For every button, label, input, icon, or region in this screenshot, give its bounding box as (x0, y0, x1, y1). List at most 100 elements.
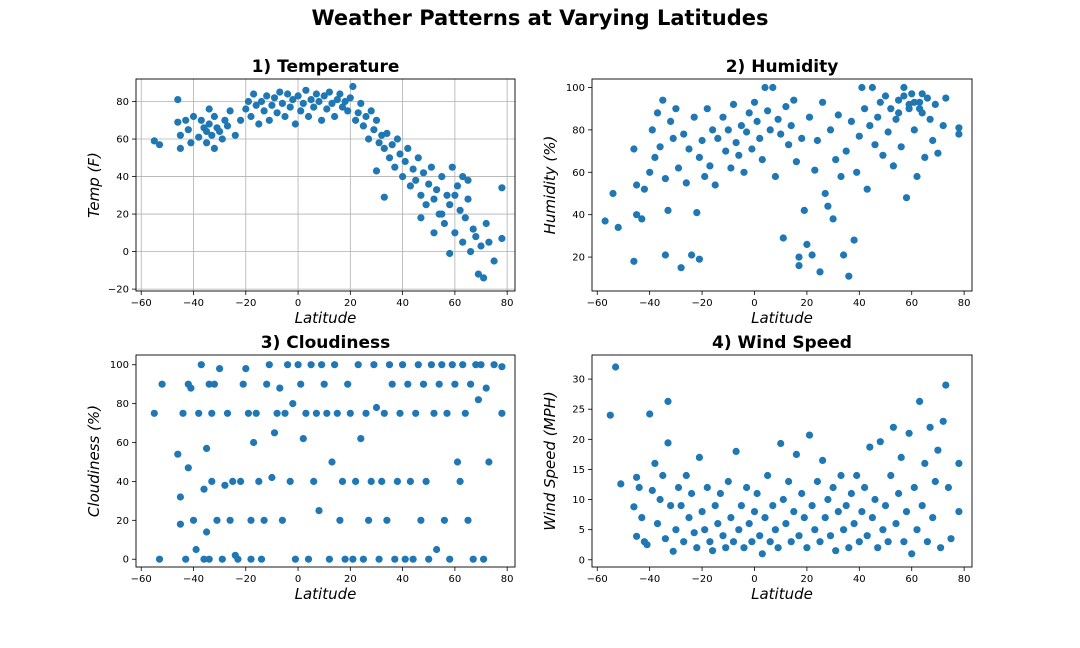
data-point (612, 363, 620, 371)
data-point (640, 185, 649, 193)
data-point (861, 105, 869, 113)
data-point (396, 150, 404, 158)
data-point (412, 176, 420, 184)
data-point (352, 477, 360, 485)
data-point (743, 483, 751, 492)
data-point (614, 223, 622, 231)
y-tick-label: 80 (116, 399, 129, 410)
figure-title: Weather Patterns at Varying Latitudes (311, 6, 769, 30)
data-point (785, 141, 793, 149)
data-point (900, 92, 908, 100)
data-point (448, 361, 456, 369)
subplot-title: 1) Temperature (252, 57, 400, 77)
data-point (477, 361, 485, 369)
data-point (255, 120, 263, 128)
data-point (881, 502, 890, 510)
x-tick-label: −40 (639, 298, 660, 309)
data-point (690, 113, 698, 121)
data-point (467, 248, 475, 256)
data-point (336, 516, 344, 524)
data-point (737, 502, 746, 510)
data-point (273, 409, 281, 417)
x-tick-label: −40 (183, 574, 204, 585)
data-point (422, 477, 430, 485)
data-point (365, 516, 373, 524)
x-tick-label: −60 (587, 298, 608, 309)
data-point (440, 219, 448, 228)
data-point (900, 83, 908, 92)
data-point (863, 185, 871, 193)
data-point (905, 429, 913, 437)
data-point (688, 489, 696, 498)
data-point (210, 144, 218, 152)
data-point (661, 535, 670, 543)
data-point (800, 206, 808, 214)
y-tick-label: 20 (116, 210, 129, 221)
data-point (766, 126, 774, 134)
x-axis-label: Latitude (295, 309, 357, 327)
data-point (931, 100, 939, 108)
x-tick-label: 40 (396, 574, 409, 585)
data-point (787, 122, 795, 130)
data-point (777, 439, 785, 448)
data-point (200, 485, 208, 493)
data-point (895, 109, 903, 117)
data-point (850, 236, 858, 244)
data-point (365, 135, 373, 143)
data-point (753, 489, 761, 498)
data-point (359, 122, 367, 130)
x-axis-label: Latitude (295, 585, 357, 603)
x-tick-label: 0 (751, 298, 757, 309)
x-tick-label: 80 (501, 298, 514, 309)
data-point (871, 141, 879, 149)
y-tick-label: 15 (572, 465, 585, 476)
data-point (672, 105, 680, 113)
data-point (795, 253, 803, 261)
data-point (745, 109, 753, 117)
data-point (879, 151, 887, 159)
y-tick-label: 20 (572, 253, 585, 264)
data-point (354, 361, 362, 369)
data-point (834, 508, 842, 516)
data-point (819, 98, 827, 106)
data-point (427, 163, 435, 171)
data-point (740, 168, 748, 176)
data-point (399, 361, 407, 369)
data-point (213, 516, 221, 524)
data-point (221, 116, 229, 124)
data-point (931, 477, 939, 486)
y-tick-label: 0 (579, 555, 585, 566)
data-point (341, 97, 349, 106)
y-tick-label: 60 (116, 135, 129, 146)
data-point (312, 409, 320, 417)
data-point (840, 526, 848, 534)
data-point (367, 107, 375, 115)
data-point (257, 97, 266, 106)
data-point (247, 516, 255, 524)
data-point (433, 545, 441, 554)
data-point (385, 154, 394, 162)
data-point (155, 555, 164, 563)
data-point (320, 92, 328, 100)
data-point (176, 493, 184, 501)
data-point (195, 133, 203, 141)
data-point (884, 128, 892, 136)
data-point (821, 189, 829, 198)
data-point (816, 268, 824, 276)
x-tick-label: 60 (449, 574, 462, 585)
data-point (847, 117, 856, 125)
data-point (939, 417, 947, 425)
data-point (338, 103, 347, 111)
data-point (323, 409, 331, 417)
y-tick-label: 20 (572, 435, 585, 446)
data-point (362, 112, 370, 121)
data-point (771, 172, 780, 181)
data-point (265, 116, 273, 124)
data-point (388, 141, 396, 149)
data-point (472, 361, 480, 369)
data-point (203, 444, 211, 452)
data-point (714, 134, 722, 142)
x-tick-label: 60 (905, 574, 918, 585)
x-tick-label: 20 (801, 574, 814, 585)
data-point (210, 380, 218, 388)
